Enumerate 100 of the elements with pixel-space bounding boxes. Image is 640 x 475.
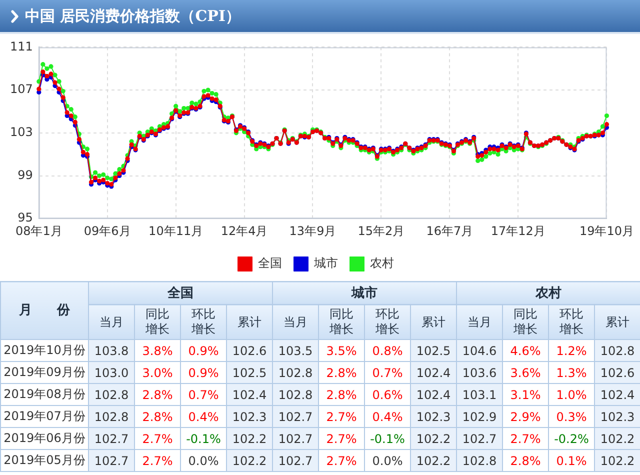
data-label: 102.8 bbox=[278, 366, 313, 380]
data-label: 3.8% bbox=[142, 344, 173, 358]
data-label: 2.8% bbox=[326, 366, 357, 380]
data-label: 0.4% bbox=[372, 410, 403, 424]
data-label: 0.9% bbox=[188, 366, 219, 380]
data-label: 102.2 bbox=[416, 432, 451, 446]
data-label: 2.7% bbox=[142, 454, 173, 468]
data-label: 1.3% bbox=[556, 366, 587, 380]
data-label: -0.1% bbox=[186, 432, 221, 446]
data-label: 2.7% bbox=[326, 410, 357, 424]
data-label: 0.7% bbox=[372, 366, 403, 380]
legend-label: 农村 bbox=[370, 256, 394, 270]
data-label: 103.6 bbox=[462, 366, 497, 380]
data-label: 2.7% bbox=[510, 432, 541, 446]
x-tick-label: 当月 bbox=[468, 314, 492, 328]
x-tick-label: 15年2月 bbox=[358, 224, 405, 238]
x-tick-label: 累计 bbox=[238, 314, 262, 328]
data-label: 0.3% bbox=[556, 410, 587, 424]
data-label: 102.2 bbox=[600, 432, 635, 446]
data-label: 1.2% bbox=[556, 344, 587, 358]
data-label: 3.5% bbox=[326, 344, 357, 358]
legend-label: 城市 bbox=[313, 256, 338, 270]
data-label: 103.8 bbox=[94, 344, 129, 358]
y-tick-label: 2019年09月份 bbox=[4, 365, 86, 379]
y-tick-label: 111 bbox=[10, 39, 33, 54]
data-label: 102.2 bbox=[232, 454, 267, 468]
y-tick-label: 103 bbox=[10, 125, 33, 140]
data-label: 102.4 bbox=[416, 388, 451, 402]
data-label: 102.9 bbox=[462, 410, 497, 424]
text: 城市 bbox=[352, 286, 378, 300]
data-label: 0.1% bbox=[556, 454, 587, 468]
data-label: 3.1% bbox=[510, 388, 541, 402]
data-label: 2.9% bbox=[510, 410, 541, 424]
x-tick-label: 10年11月 bbox=[148, 224, 204, 238]
data-label: 102.3 bbox=[416, 410, 451, 424]
data-label: 102.6 bbox=[232, 344, 267, 358]
x-tick-label: 环比增长 bbox=[376, 307, 400, 336]
x-tick-label: 同比增长 bbox=[330, 307, 354, 336]
data-label: 102.8 bbox=[278, 388, 313, 402]
data-label: 3.0% bbox=[142, 366, 173, 380]
x-tick-label: 环比增长 bbox=[560, 307, 584, 336]
y-axis-title: 月 份 bbox=[19, 303, 70, 318]
y-tick-label: 2019年10月份 bbox=[4, 343, 86, 357]
y-tick-label: 2019年06月份 bbox=[4, 431, 86, 445]
data-label: 0.0% bbox=[372, 454, 403, 468]
x-tick-label: 12年4月 bbox=[220, 224, 268, 238]
x-tick-label: 13年9月 bbox=[289, 224, 336, 238]
data-label: 102.8 bbox=[462, 454, 497, 468]
data-label: 0.0% bbox=[188, 454, 219, 468]
data-label: 3.6% bbox=[510, 366, 541, 380]
data-label: 102.7 bbox=[94, 432, 129, 446]
x-tick-label: 09年6月 bbox=[84, 224, 131, 238]
data-label: 103.0 bbox=[94, 366, 129, 380]
y-tick-label: 2019年07月份 bbox=[4, 409, 86, 423]
chart-title: 中国 居民消费价格指数（CPI） bbox=[25, 6, 240, 26]
x-tick-label: 累计 bbox=[606, 314, 630, 328]
data-label: 102.7 bbox=[94, 454, 129, 468]
data-label: 2.7% bbox=[326, 432, 357, 446]
data-label: 102.8 bbox=[94, 410, 129, 424]
y-tick-label: 95 bbox=[18, 210, 33, 225]
data-label: 2.8% bbox=[326, 388, 357, 402]
data-label: 0.7% bbox=[188, 388, 219, 402]
data-label: 102.3 bbox=[232, 410, 267, 424]
legend-label: 全国 bbox=[258, 256, 282, 270]
x-tick-label: 当月 bbox=[284, 314, 308, 328]
x-tick-label: 同比增长 bbox=[146, 307, 170, 336]
x-tick-label: 同比增长 bbox=[514, 307, 538, 336]
data-label: 102.5 bbox=[416, 344, 451, 358]
data-label: 0.9% bbox=[188, 344, 219, 358]
data-label: 2.8% bbox=[142, 410, 173, 424]
data-label: 102.4 bbox=[416, 366, 451, 380]
data-label: 2.8% bbox=[142, 388, 173, 402]
data-label: 102.5 bbox=[232, 366, 267, 380]
data-label: -0.2% bbox=[554, 432, 589, 446]
y-tick-label: 107 bbox=[10, 82, 33, 96]
data-label: 103.5 bbox=[278, 344, 313, 358]
data-label: 102.4 bbox=[232, 388, 267, 402]
data-label: 102.7 bbox=[462, 432, 497, 446]
x-tick-label: 16年7月 bbox=[426, 224, 474, 238]
x-tick-label: 17年12月 bbox=[490, 224, 546, 238]
text: 全国 bbox=[168, 286, 194, 300]
data-label: 2.8% bbox=[510, 454, 541, 468]
data-label: 104.6 bbox=[462, 344, 497, 358]
data-label: 0.8% bbox=[372, 344, 403, 358]
data-label: 4.6% bbox=[510, 344, 541, 358]
data-label: -0.1% bbox=[370, 432, 405, 446]
data-label: 102.2 bbox=[232, 432, 267, 446]
data-label: 2.7% bbox=[142, 432, 173, 446]
x-tick-label: 累计 bbox=[422, 314, 446, 328]
data-label: 2.7% bbox=[326, 454, 357, 468]
data-label: 0.6% bbox=[372, 388, 403, 402]
data-label: 102.7 bbox=[278, 410, 313, 424]
x-tick-label: 环比增长 bbox=[192, 307, 216, 336]
data-label: 102.2 bbox=[600, 454, 635, 468]
y-tick-label: 99 bbox=[18, 168, 33, 182]
x-tick-label: 当月 bbox=[100, 314, 124, 328]
data-label: 102.8 bbox=[94, 388, 129, 402]
data-label: 102.3 bbox=[600, 410, 635, 424]
data-label: 102.4 bbox=[600, 388, 635, 402]
y-tick-label: 2019年05月份 bbox=[4, 453, 86, 467]
